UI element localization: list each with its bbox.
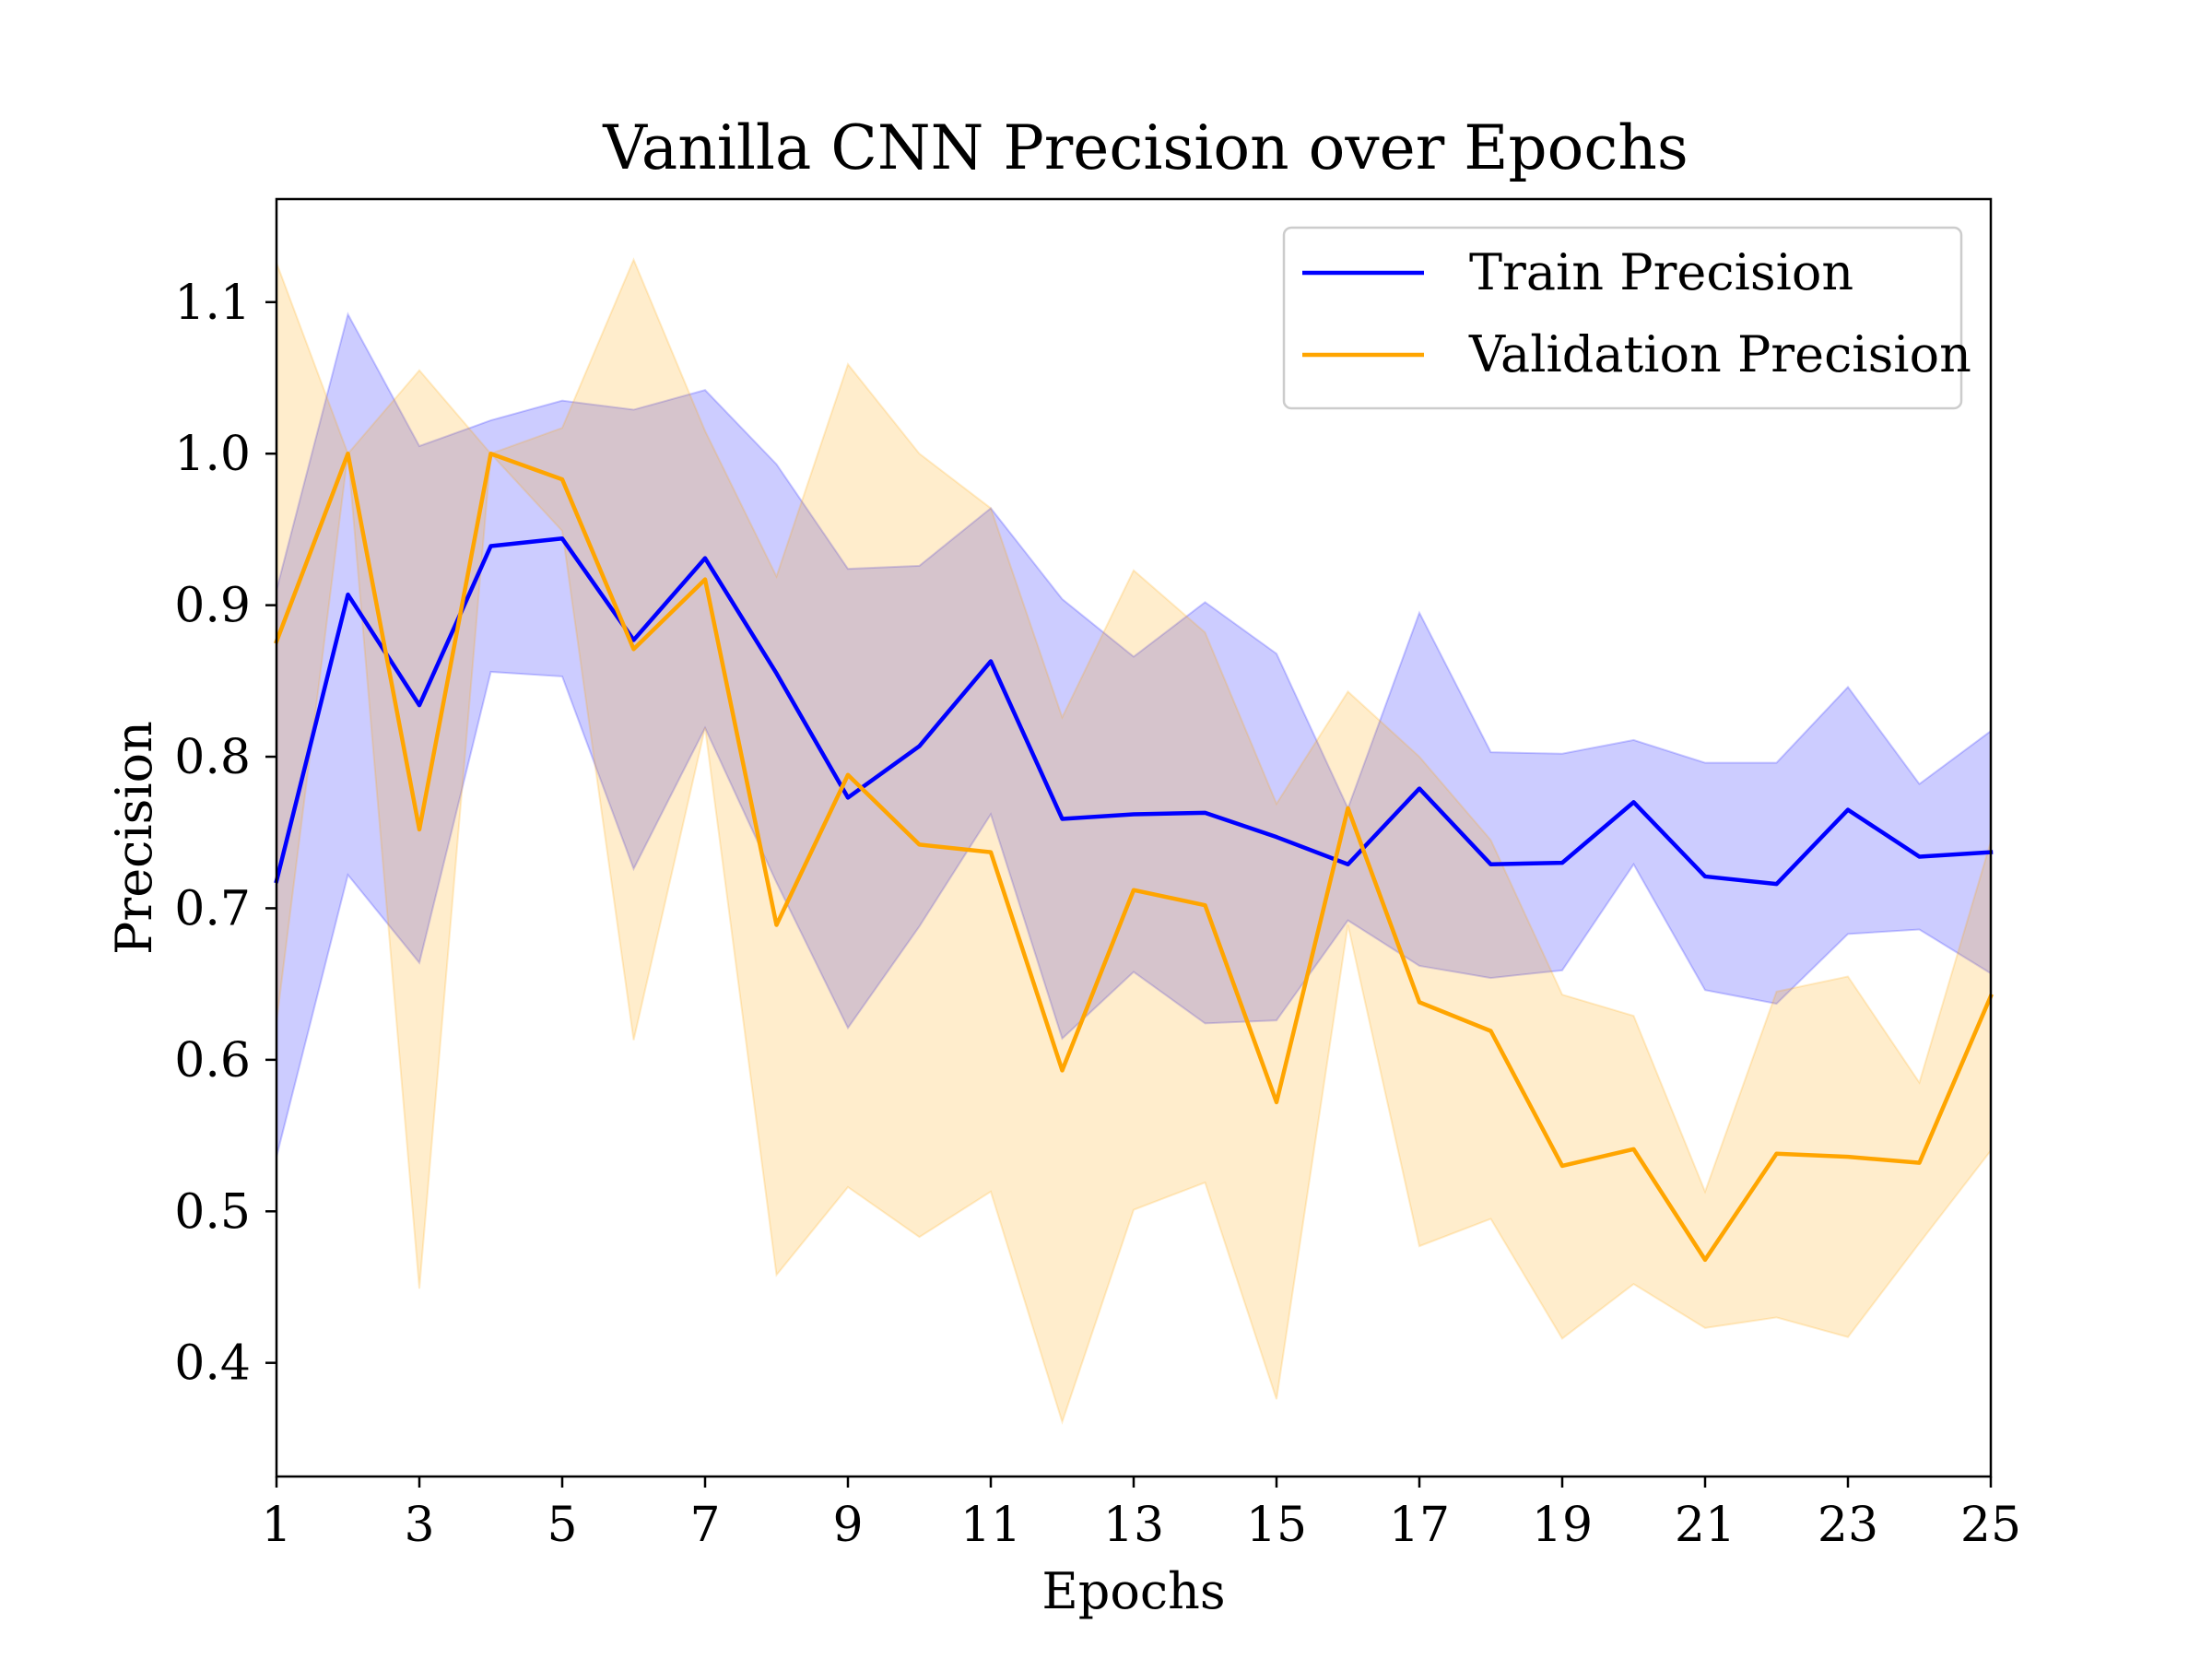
point-series-0-epoch-7 xyxy=(702,556,708,561)
point-series-0-epoch-13 xyxy=(1131,812,1136,818)
point-series-1-epoch-21 xyxy=(1702,1257,1708,1263)
point-series-0-epoch-5 xyxy=(559,535,565,541)
point-series-0-epoch-21 xyxy=(1702,874,1708,879)
point-series-1-epoch-22 xyxy=(1774,1151,1780,1157)
point-series-1-epoch-24 xyxy=(1917,1160,1923,1166)
point-series-1-epoch-16 xyxy=(1346,806,1351,811)
point-series-0-epoch-4 xyxy=(488,544,494,549)
point-series-1-epoch-17 xyxy=(1417,999,1422,1005)
x-tick-label: 25 xyxy=(1960,1498,2021,1553)
y-axis: 0.4 0.5 0.6 0.7 0.8 0.9 1.0 1.1 xyxy=(174,276,276,1392)
point-series-0-epoch-23 xyxy=(1845,807,1851,813)
point-series-1-epoch-7 xyxy=(702,577,708,582)
point-series-1-epoch-5 xyxy=(559,477,565,482)
x-tick-label: 1 xyxy=(261,1498,291,1553)
point-series-1-epoch-12 xyxy=(1060,1067,1065,1073)
point-series-0-epoch-3 xyxy=(417,702,422,708)
x-tick-label: 21 xyxy=(1675,1498,1735,1553)
x-tick-label: 5 xyxy=(547,1498,577,1553)
point-series-0-epoch-11 xyxy=(988,658,994,664)
point-series-0-epoch-14 xyxy=(1203,810,1208,816)
x-tick-label: 7 xyxy=(689,1498,720,1553)
point-series-1-epoch-8 xyxy=(774,923,780,928)
line-series-1 xyxy=(274,451,1994,1263)
x-axis-label: Epochs xyxy=(1041,1562,1225,1620)
point-series-0-epoch-9 xyxy=(845,794,851,800)
point-series-1-epoch-20 xyxy=(1631,1147,1637,1152)
y-tick-label: 1.0 xyxy=(174,427,251,482)
x-tick-label: 3 xyxy=(404,1498,434,1553)
point-series-1-epoch-23 xyxy=(1845,1154,1851,1159)
point-series-1-epoch-19 xyxy=(1559,1163,1565,1169)
point-series-1-epoch-3 xyxy=(417,827,422,832)
point-series-1-epoch-2 xyxy=(346,451,351,456)
legend: Train Precision Validation Precision xyxy=(1282,226,1971,410)
x-tick-label: 17 xyxy=(1389,1498,1450,1553)
y-tick-label: 1.1 xyxy=(174,276,251,331)
point-series-1-epoch-11 xyxy=(988,850,994,855)
point-series-0-epoch-18 xyxy=(1488,862,1494,867)
legend-label-train: Train Precision xyxy=(1469,243,1853,301)
point-series-1-epoch-14 xyxy=(1203,902,1208,908)
x-tick-label: 13 xyxy=(1103,1498,1164,1553)
y-tick-label: 0.8 xyxy=(174,730,251,785)
point-series-0-epoch-8 xyxy=(774,671,780,677)
point-series-1-epoch-4 xyxy=(488,451,494,456)
point-series-1-epoch-15 xyxy=(1274,1100,1279,1105)
legend-label-validation: Validation Precision xyxy=(1468,325,1971,383)
x-tick-label: 11 xyxy=(960,1498,1021,1553)
x-tick-label: 23 xyxy=(1818,1498,1878,1553)
y-tick-label: 0.9 xyxy=(174,579,251,634)
point-series-0-epoch-17 xyxy=(1417,786,1422,792)
y-tick-label: 0.7 xyxy=(174,881,251,936)
x-tick-label: 15 xyxy=(1246,1498,1307,1553)
y-tick-label: 0.6 xyxy=(174,1033,251,1088)
point-series-1-epoch-6 xyxy=(631,646,637,652)
legend-box xyxy=(1282,226,1963,410)
line-series-0 xyxy=(274,536,1994,887)
x-axis: 1 3 5 7 9 11 13 15 17 19 21 23 25 xyxy=(261,1477,2021,1553)
point-series-1-epoch-18 xyxy=(1488,1029,1494,1034)
y-axis-label: Precision xyxy=(105,721,163,955)
y-tick-label: 0.4 xyxy=(174,1336,251,1392)
point-series-0-epoch-10 xyxy=(917,744,923,749)
point-series-1-epoch-9 xyxy=(845,772,851,778)
point-series-1-epoch-10 xyxy=(917,841,923,847)
point-series-0-epoch-22 xyxy=(1774,881,1780,887)
point-series-0-epoch-24 xyxy=(1917,854,1923,860)
point-series-1-epoch-13 xyxy=(1131,888,1136,893)
x-tick-label: 9 xyxy=(832,1498,863,1553)
point-series-0-epoch-20 xyxy=(1631,799,1637,805)
point-series-0-epoch-12 xyxy=(1060,816,1065,821)
point-series-0-epoch-19 xyxy=(1559,860,1565,865)
x-tick-label: 19 xyxy=(1532,1498,1593,1553)
chart-title: Vanilla CNN Precision over Epochs xyxy=(602,112,1688,183)
point-series-0-epoch-16 xyxy=(1346,862,1351,867)
y-tick-label: 0.5 xyxy=(174,1184,251,1240)
point-series-0-epoch-15 xyxy=(1274,834,1279,840)
point-series-0-epoch-2 xyxy=(346,592,351,597)
